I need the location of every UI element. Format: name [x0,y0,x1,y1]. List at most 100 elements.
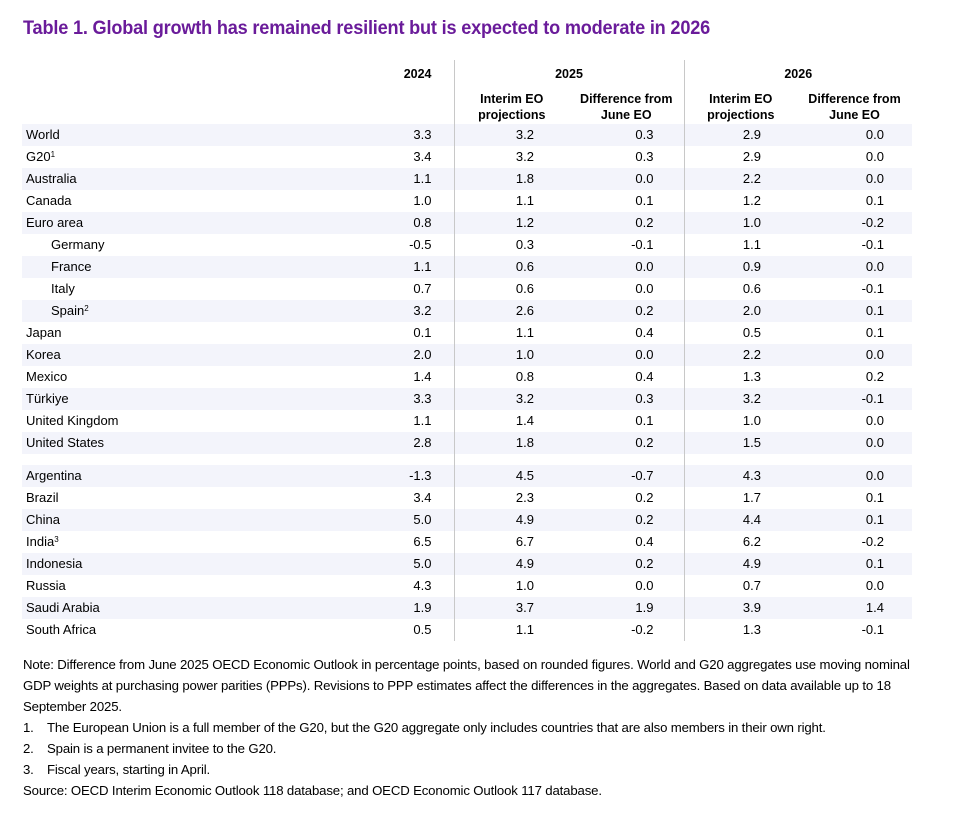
country-label: Euro area [26,215,84,230]
group-spacer-row [22,454,912,465]
difference-2026: 0.1 [865,193,884,208]
value-2024: 3.3 [322,124,454,146]
country-label: Saudi Arabia [26,600,100,615]
interim-2026: 2.9 [683,124,797,146]
country-name: Germany [22,234,322,256]
interim-2025: 0.3 [453,234,569,256]
difference-2026: 0.1 [865,325,884,340]
interim-2026: 1.0 [683,410,797,432]
spacer-cell [797,454,912,465]
value-2024: 0.8 [322,212,454,234]
table-row: Türkiye 3.3 3.2 0.3 3.2 -0.1 [22,388,912,410]
value-2024: 1.1 [413,413,432,428]
difference-2026: 0.1 [865,490,884,505]
country-label: Japan [26,325,62,340]
country-name: Korea [22,344,322,366]
difference-2026: 1.4 [797,597,912,619]
source-text: Source: OECD Interim Economic Outlook 11… [23,783,602,798]
interim-2025: 0.6 [453,256,569,278]
difference-2025: 0.3 [569,388,684,410]
country-label: Brazil [26,490,59,505]
table-row: Italy 0.7 0.6 0.0 0.6 -0.1 [22,278,912,300]
table-row: India3 6.5 6.7 0.4 6.2 -0.2 [22,531,912,553]
country-name: Mexico [22,366,322,388]
value-2024: -0.5 [409,237,432,252]
spacer-cell [683,454,797,465]
footnote-number: 3. [23,762,34,777]
difference-2025: 0.4 [635,369,654,384]
country-label: Indonesia [26,556,83,571]
interim-2025: 4.9 [453,509,569,531]
subheader-empty [22,86,322,124]
year-header-row: 2024 2025 2026 [22,60,912,86]
difference-2026: -0.1 [861,622,884,637]
table-row: United Kingdom 1.1 1.4 0.1 1.0 0.0 [22,410,912,432]
interim-2026: 2.9 [683,146,797,168]
country-name: United Kingdom [22,410,322,432]
spacer-cell [569,454,684,465]
value-2024: 3.4 [413,490,432,505]
footnote-marker: 3 [54,535,59,544]
country-label: South Africa [26,622,97,637]
difference-2026: 0.0 [797,256,912,278]
interim-2025: 1.1 [453,322,569,344]
interim-2026: 2.2 [683,344,797,366]
header-diff-line2: June EO [829,108,880,122]
difference-2026: -0.1 [861,281,884,296]
country-label: United Kingdom [26,413,119,428]
value-2024: 3.4 [413,149,432,164]
growth-table: 2024 2025 2026 Interim EO projections Di… [22,60,912,641]
difference-2026: 0.0 [797,344,912,366]
value-2024: 2.0 [322,344,454,366]
header-diff-line2: June EO [600,108,652,122]
interim-2025: 3.7 [453,597,569,619]
country-name: Euro area [22,212,322,234]
table-row: South Africa 0.5 1.1 -0.2 1.3 -0.1 [22,619,912,641]
interim-2025: 3.2 [453,124,569,146]
interim-2026: 1.7 [683,487,797,509]
table-row: Canada 1.0 1.1 0.1 1.2 0.1 [22,190,912,212]
difference-2025: 0.2 [569,432,684,454]
interim-2025: 1.0 [453,344,569,366]
difference-2025: 0.0 [635,578,654,593]
interim-2026: 1.3 [683,619,797,641]
header-interim-2026: Interim EO projections [683,86,797,124]
value-2024: 0.5 [413,622,432,637]
interim-2026: 1.2 [683,190,797,212]
interim-2025: 1.8 [453,432,569,454]
interim-2025: 2.3 [453,487,569,509]
country-label: World [26,127,60,142]
difference-2025: -0.7 [569,465,684,487]
difference-2026: 0.0 [797,432,912,454]
table-row: G201 3.4 3.2 0.3 2.9 0.0 [22,146,912,168]
country-label: Italy [51,281,75,296]
country-name: Türkiye [22,388,322,410]
interim-2025: 6.7 [453,531,569,553]
country-name: Italy [22,278,322,300]
table-body: World 3.3 3.2 0.3 2.9 0.0 G201 3.4 3.2 0.3 2.9 0.0 A… [22,124,912,641]
country-label: Canada [26,193,72,208]
header-interim-line1: Interim EO [480,92,544,106]
interim-2026: 0.7 [683,575,797,597]
interim-2026: 3.2 [683,388,797,410]
difference-2026: 0.1 [797,553,912,575]
interim-2025: 1.1 [453,190,569,212]
value-2024: 1.4 [413,369,432,384]
difference-2025: 0.2 [569,509,684,531]
footnote-2: 2. Spain is a permanent invitee to the G… [23,738,923,759]
difference-2026: 0.0 [865,413,884,428]
table-row: Korea 2.0 1.0 0.0 2.2 0.0 [22,344,912,366]
table-row: Germany -0.5 0.3 -0.1 1.1 -0.1 [22,234,912,256]
interim-2025: 4.9 [453,553,569,575]
table-row: Mexico 1.4 0.8 0.4 1.3 0.2 [22,366,912,388]
value-2024: 0.1 [413,325,432,340]
country-name: Russia [22,575,322,597]
interim-2025: 1.8 [453,168,569,190]
header-year-2024: 2024 [403,67,432,81]
value-2024: 3.2 [322,300,454,322]
difference-2026: 0.0 [797,124,912,146]
country-name: Japan [22,322,322,344]
header-diff-2025: Difference from June EO [569,86,684,124]
footnote-marker: 2 [84,304,89,313]
interim-2025: 2.6 [453,300,569,322]
